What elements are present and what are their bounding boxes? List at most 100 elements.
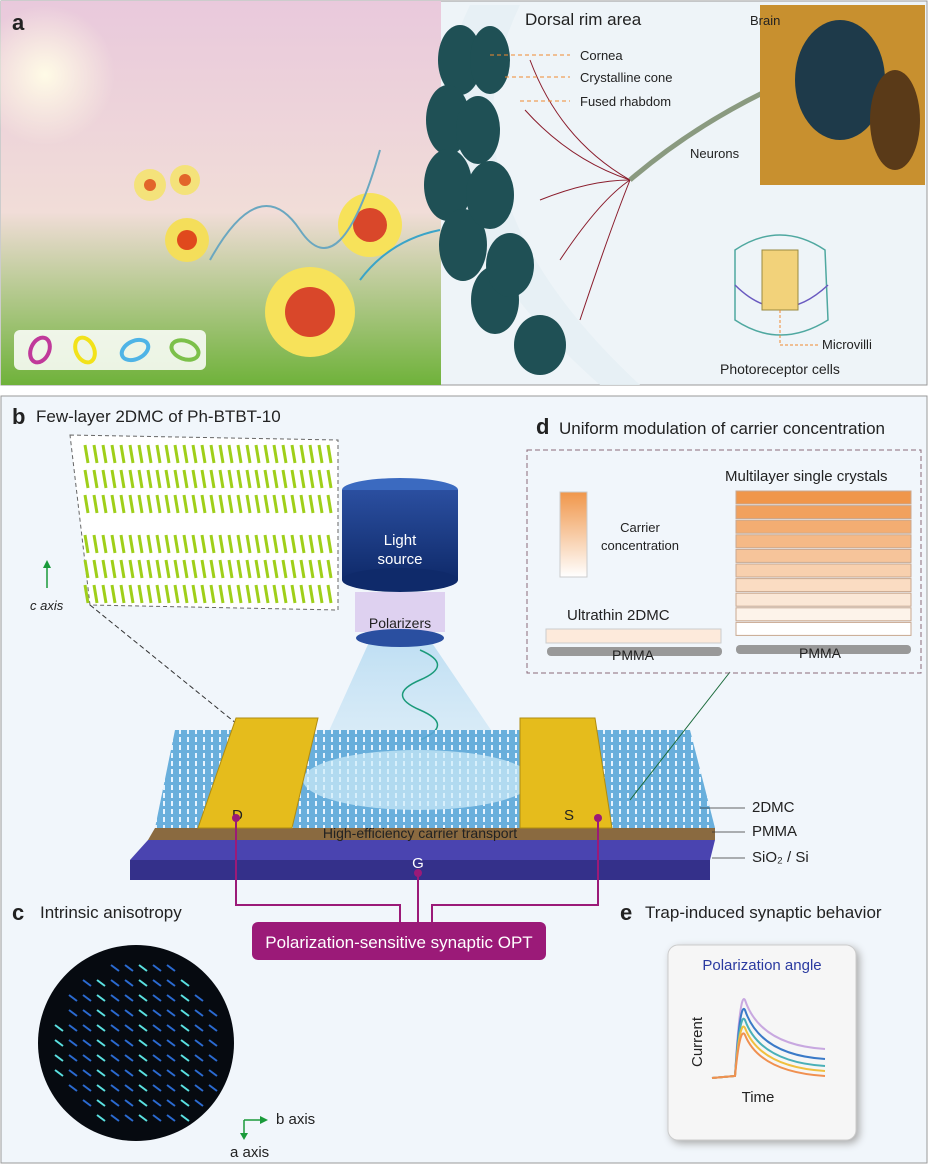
polarization-icon-green [169, 338, 201, 362]
panel-b-label: b [12, 404, 25, 429]
molecule-mark [200, 534, 207, 554]
molecule-mark [254, 444, 261, 464]
crystal-mark [68, 1069, 78, 1077]
crystal-mark [124, 1084, 134, 1092]
molecule-mark [173, 584, 180, 604]
crystal-mark [194, 1009, 204, 1017]
panel-d-box [526, 449, 922, 674]
zoom-guide-line-d [629, 671, 731, 801]
light-source-label-1: Light [384, 532, 417, 549]
layer-leader-lines [700, 807, 745, 859]
ultrathin-label: Ultrathin 2DMC [567, 607, 670, 624]
device-label-box [252, 922, 546, 960]
flower-icons [134, 165, 402, 357]
crystal-mark [138, 964, 148, 972]
polarized-wave-icon [401, 649, 439, 741]
crystal-mark [96, 1084, 106, 1092]
molecule-mark [110, 444, 117, 464]
crystal-mark [96, 1039, 106, 1047]
panel-b-title: Few-layer 2DMC of Ph-BTBT-10 [36, 407, 281, 426]
molecule-mark [317, 559, 324, 579]
molecule-mark [263, 584, 270, 604]
callout-lines [490, 54, 570, 102]
molecule-mark [173, 494, 180, 514]
device-label: Polarization-sensitive synaptic OPT [265, 933, 532, 952]
polarizer-disk [356, 629, 444, 647]
molecule-mark [245, 584, 252, 604]
crystal-mark [124, 1114, 134, 1122]
crystal-layer [735, 592, 912, 607]
b-axis-label: b axis [276, 1111, 315, 1128]
molecule-mark [317, 494, 324, 514]
molecule-mark [182, 469, 189, 489]
molecule-mark [290, 469, 297, 489]
molecule-mark [326, 559, 333, 579]
label-fused-rhabdom: Fused rhabdom [580, 94, 671, 109]
molecule-mark [110, 584, 117, 604]
crystal-mark [194, 1054, 204, 1062]
photoreceptor-diagram [734, 234, 829, 346]
carrier-label-1: Carrier [620, 520, 660, 535]
molecule-mark [245, 559, 252, 579]
crystal-layer [735, 548, 912, 563]
crystal-mark [138, 1099, 148, 1107]
crystal-mark [166, 1114, 176, 1122]
molecule-mark [137, 584, 144, 604]
molecule-mark [92, 584, 99, 604]
crystal-layer [735, 490, 912, 505]
molecule-mark [110, 494, 117, 514]
crystal-mark [124, 1054, 134, 1062]
molecule-mark [236, 534, 243, 554]
molecule-mark [227, 469, 234, 489]
molecule-mark [326, 444, 333, 464]
crystal-mark [166, 1009, 176, 1017]
panel-c-title: Intrinsic anisotropy [40, 903, 182, 922]
molecule-mark [317, 534, 324, 554]
polarization-icon-blue [119, 337, 151, 363]
eye-dome [443, 5, 640, 385]
crystal-mark [194, 1024, 204, 1032]
crystal-mark [166, 1084, 176, 1092]
crystal-mark [208, 1024, 218, 1032]
molecule-mark [218, 469, 225, 489]
molecule-mark [83, 534, 90, 554]
label-brain: Brain [750, 13, 780, 28]
label-cornea: Cornea [580, 48, 623, 63]
polarization-icon-yellow [73, 335, 97, 365]
label-photoreceptor-cells: Photoreceptor cells [720, 361, 840, 377]
molecule-mark [164, 534, 171, 554]
anisotropy-crystals [54, 964, 218, 1122]
crystal-mark [96, 994, 106, 1002]
molecule-mark [110, 559, 117, 579]
ab-axis-arrows-icon [243, 1119, 262, 1135]
crystal-mark [152, 994, 162, 1002]
panel-d-label: d [536, 414, 549, 439]
molecule-mark [155, 444, 162, 464]
molecule-mark [272, 444, 279, 464]
panel-d-title: Uniform modulation of carrier concentrat… [559, 419, 885, 438]
molecule-mark [182, 494, 189, 514]
crystal-mark [124, 994, 134, 1002]
crystal-mark [124, 979, 134, 987]
crystal-mark [68, 994, 78, 1002]
molecule-mark [101, 534, 108, 554]
a-axis-label: a axis [230, 1144, 269, 1161]
crystal-mark [180, 994, 190, 1002]
polarization-icons [14, 330, 206, 370]
molecule-mark [308, 534, 315, 554]
current-curve [711, 1032, 826, 1079]
crystal-mark [180, 1039, 190, 1047]
molecule-mark [272, 559, 279, 579]
molecule-mark [191, 559, 198, 579]
molecule-mark [218, 584, 225, 604]
crystal-mark [68, 1054, 78, 1062]
pmma-right-bar [736, 645, 911, 654]
molecule-mark [128, 559, 135, 579]
inset-ylabel: Current [689, 1016, 706, 1067]
molecule-mark [164, 494, 171, 514]
molecule-mark [101, 469, 108, 489]
molecule-mark [101, 494, 108, 514]
molecule-mark [236, 559, 243, 579]
crystal-mark [124, 1009, 134, 1017]
